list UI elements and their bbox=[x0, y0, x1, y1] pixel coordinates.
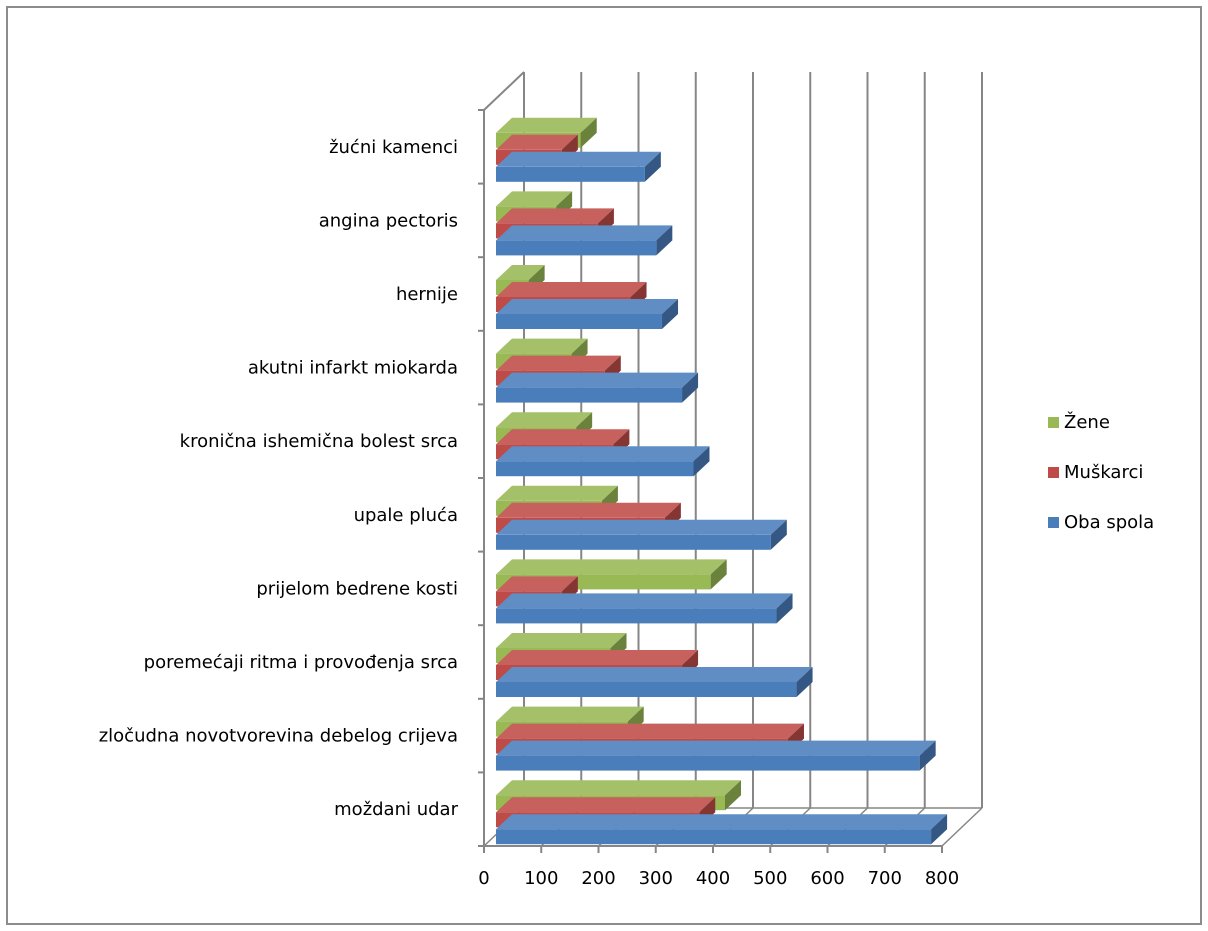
x-tick-label-600: 600 bbox=[810, 868, 844, 889]
legend-label: Oba spola bbox=[1064, 512, 1154, 533]
bars-layer bbox=[496, 117, 948, 845]
axis-layer: moždani udar zločudna novotvorevina debel… bbox=[99, 71, 959, 889]
legend-item-muškarci: Muškarci bbox=[1048, 462, 1143, 483]
bar-oba-spola-9 bbox=[496, 151, 661, 182]
x-tick-label-700: 700 bbox=[868, 868, 902, 889]
category-label-8: angina pectoris bbox=[319, 210, 458, 231]
category-label-0: moždani udar bbox=[334, 799, 458, 820]
legend-swatch bbox=[1048, 417, 1059, 428]
legend-item-žene: Žene bbox=[1048, 411, 1110, 433]
x-tick-label-500: 500 bbox=[753, 868, 787, 889]
x-tick-label-300: 300 bbox=[639, 868, 673, 889]
bar-oba-spola-2 bbox=[496, 667, 813, 697]
category-label-1: zločudna novotvorevina debelog crijeva bbox=[99, 726, 458, 747]
category-label-2: poremećaji ritma i provođenja srca bbox=[144, 652, 458, 673]
axis-top-edge bbox=[483, 71, 525, 111]
category-label-9: žućni kamenci bbox=[329, 137, 458, 158]
category-label-7: hernije bbox=[396, 284, 458, 305]
category-label-6: akutni infarkt miokarda bbox=[248, 358, 458, 379]
bar-oba-spola-3 bbox=[496, 593, 793, 624]
x-tick-label-0: 0 bbox=[478, 868, 489, 889]
x-tick-label-100: 100 bbox=[524, 868, 558, 889]
category-label-4: upale pluća bbox=[354, 505, 458, 526]
legend-item-oba-spola: Oba spola bbox=[1048, 512, 1154, 533]
legend: Žene Muškarci Oba spola bbox=[1048, 411, 1154, 533]
bar-oba-spola-6 bbox=[496, 372, 699, 403]
legend-label: Žene bbox=[1064, 411, 1110, 433]
x-tick-label-200: 200 bbox=[581, 868, 615, 889]
bar-oba-spola-5 bbox=[496, 446, 710, 477]
legend-swatch bbox=[1048, 517, 1059, 528]
floor-gridline-800 bbox=[941, 807, 983, 847]
bar-oba-spola-4 bbox=[496, 519, 787, 550]
x-tick-label-400: 400 bbox=[696, 868, 730, 889]
legend-label: Muškarci bbox=[1064, 462, 1143, 483]
bar-oba-spola-1 bbox=[496, 740, 936, 771]
bar-oba-spola-8 bbox=[496, 225, 673, 256]
bar-oba-spola-0 bbox=[496, 814, 948, 845]
x-tick-label-800: 800 bbox=[925, 868, 959, 889]
category-label-3: prijelom bedrene kosti bbox=[256, 578, 458, 599]
legend-swatch bbox=[1048, 467, 1059, 478]
category-label-5: kronična ishemična bolest srca bbox=[180, 431, 458, 452]
bar-oba-spola-7 bbox=[496, 299, 679, 329]
